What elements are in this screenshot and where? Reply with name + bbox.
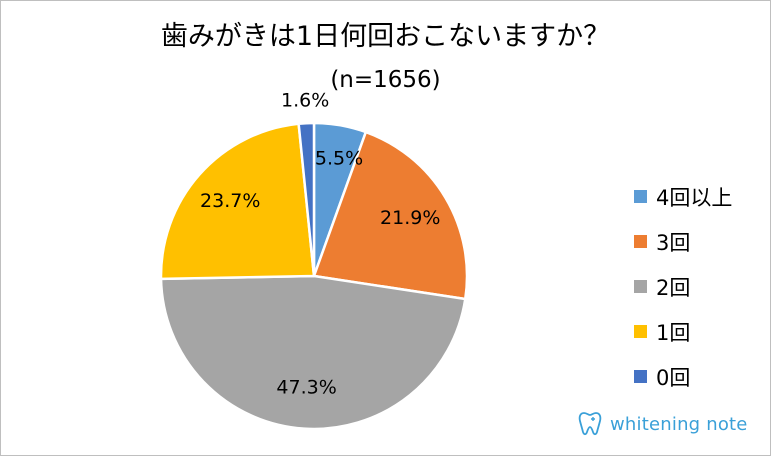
legend-label: 1回	[656, 320, 691, 345]
legend-item-3: 2回	[634, 264, 732, 309]
legend-swatch	[634, 370, 647, 383]
pie-slice-2	[312, 130, 469, 301]
legend-label: 2回	[656, 275, 691, 300]
pie-slice-5	[297, 121, 316, 278]
pie-slice-4	[159, 122, 316, 281]
slice-data-label-1: 5.5%	[315, 148, 363, 170]
slice-data-label-5: 1.6%	[281, 90, 329, 112]
slice-data-label-2: 21.9%	[380, 207, 440, 229]
legend-swatch	[634, 325, 647, 338]
tooth-icon	[578, 412, 602, 436]
chart-legend: 4回以上 3回 2回 1回 0回	[634, 174, 732, 399]
brand-logo: whitening note	[578, 411, 748, 437]
legend-item-1: 4回以上	[634, 174, 732, 219]
slice-data-label-3: 47.3%	[276, 376, 336, 398]
legend-swatch	[634, 235, 647, 248]
chart-subtitle: (n=1656)	[330, 67, 441, 93]
legend-item-5: 0回	[634, 354, 732, 399]
brand-name: whitening note	[610, 413, 748, 435]
legend-item-2: 3回	[634, 219, 732, 264]
legend-label: 0回	[656, 365, 691, 390]
pie-slice-3	[159, 274, 467, 431]
slice-data-label-4: 23.7%	[200, 190, 260, 212]
legend-label: 3回	[656, 230, 691, 255]
chart-title: 歯みがきは1日何回おこないますか？	[160, 21, 611, 52]
legend-swatch	[634, 190, 647, 203]
legend-item-4: 1回	[634, 309, 732, 354]
legend-label: 4回以上	[656, 185, 733, 210]
legend-swatch	[634, 280, 647, 293]
